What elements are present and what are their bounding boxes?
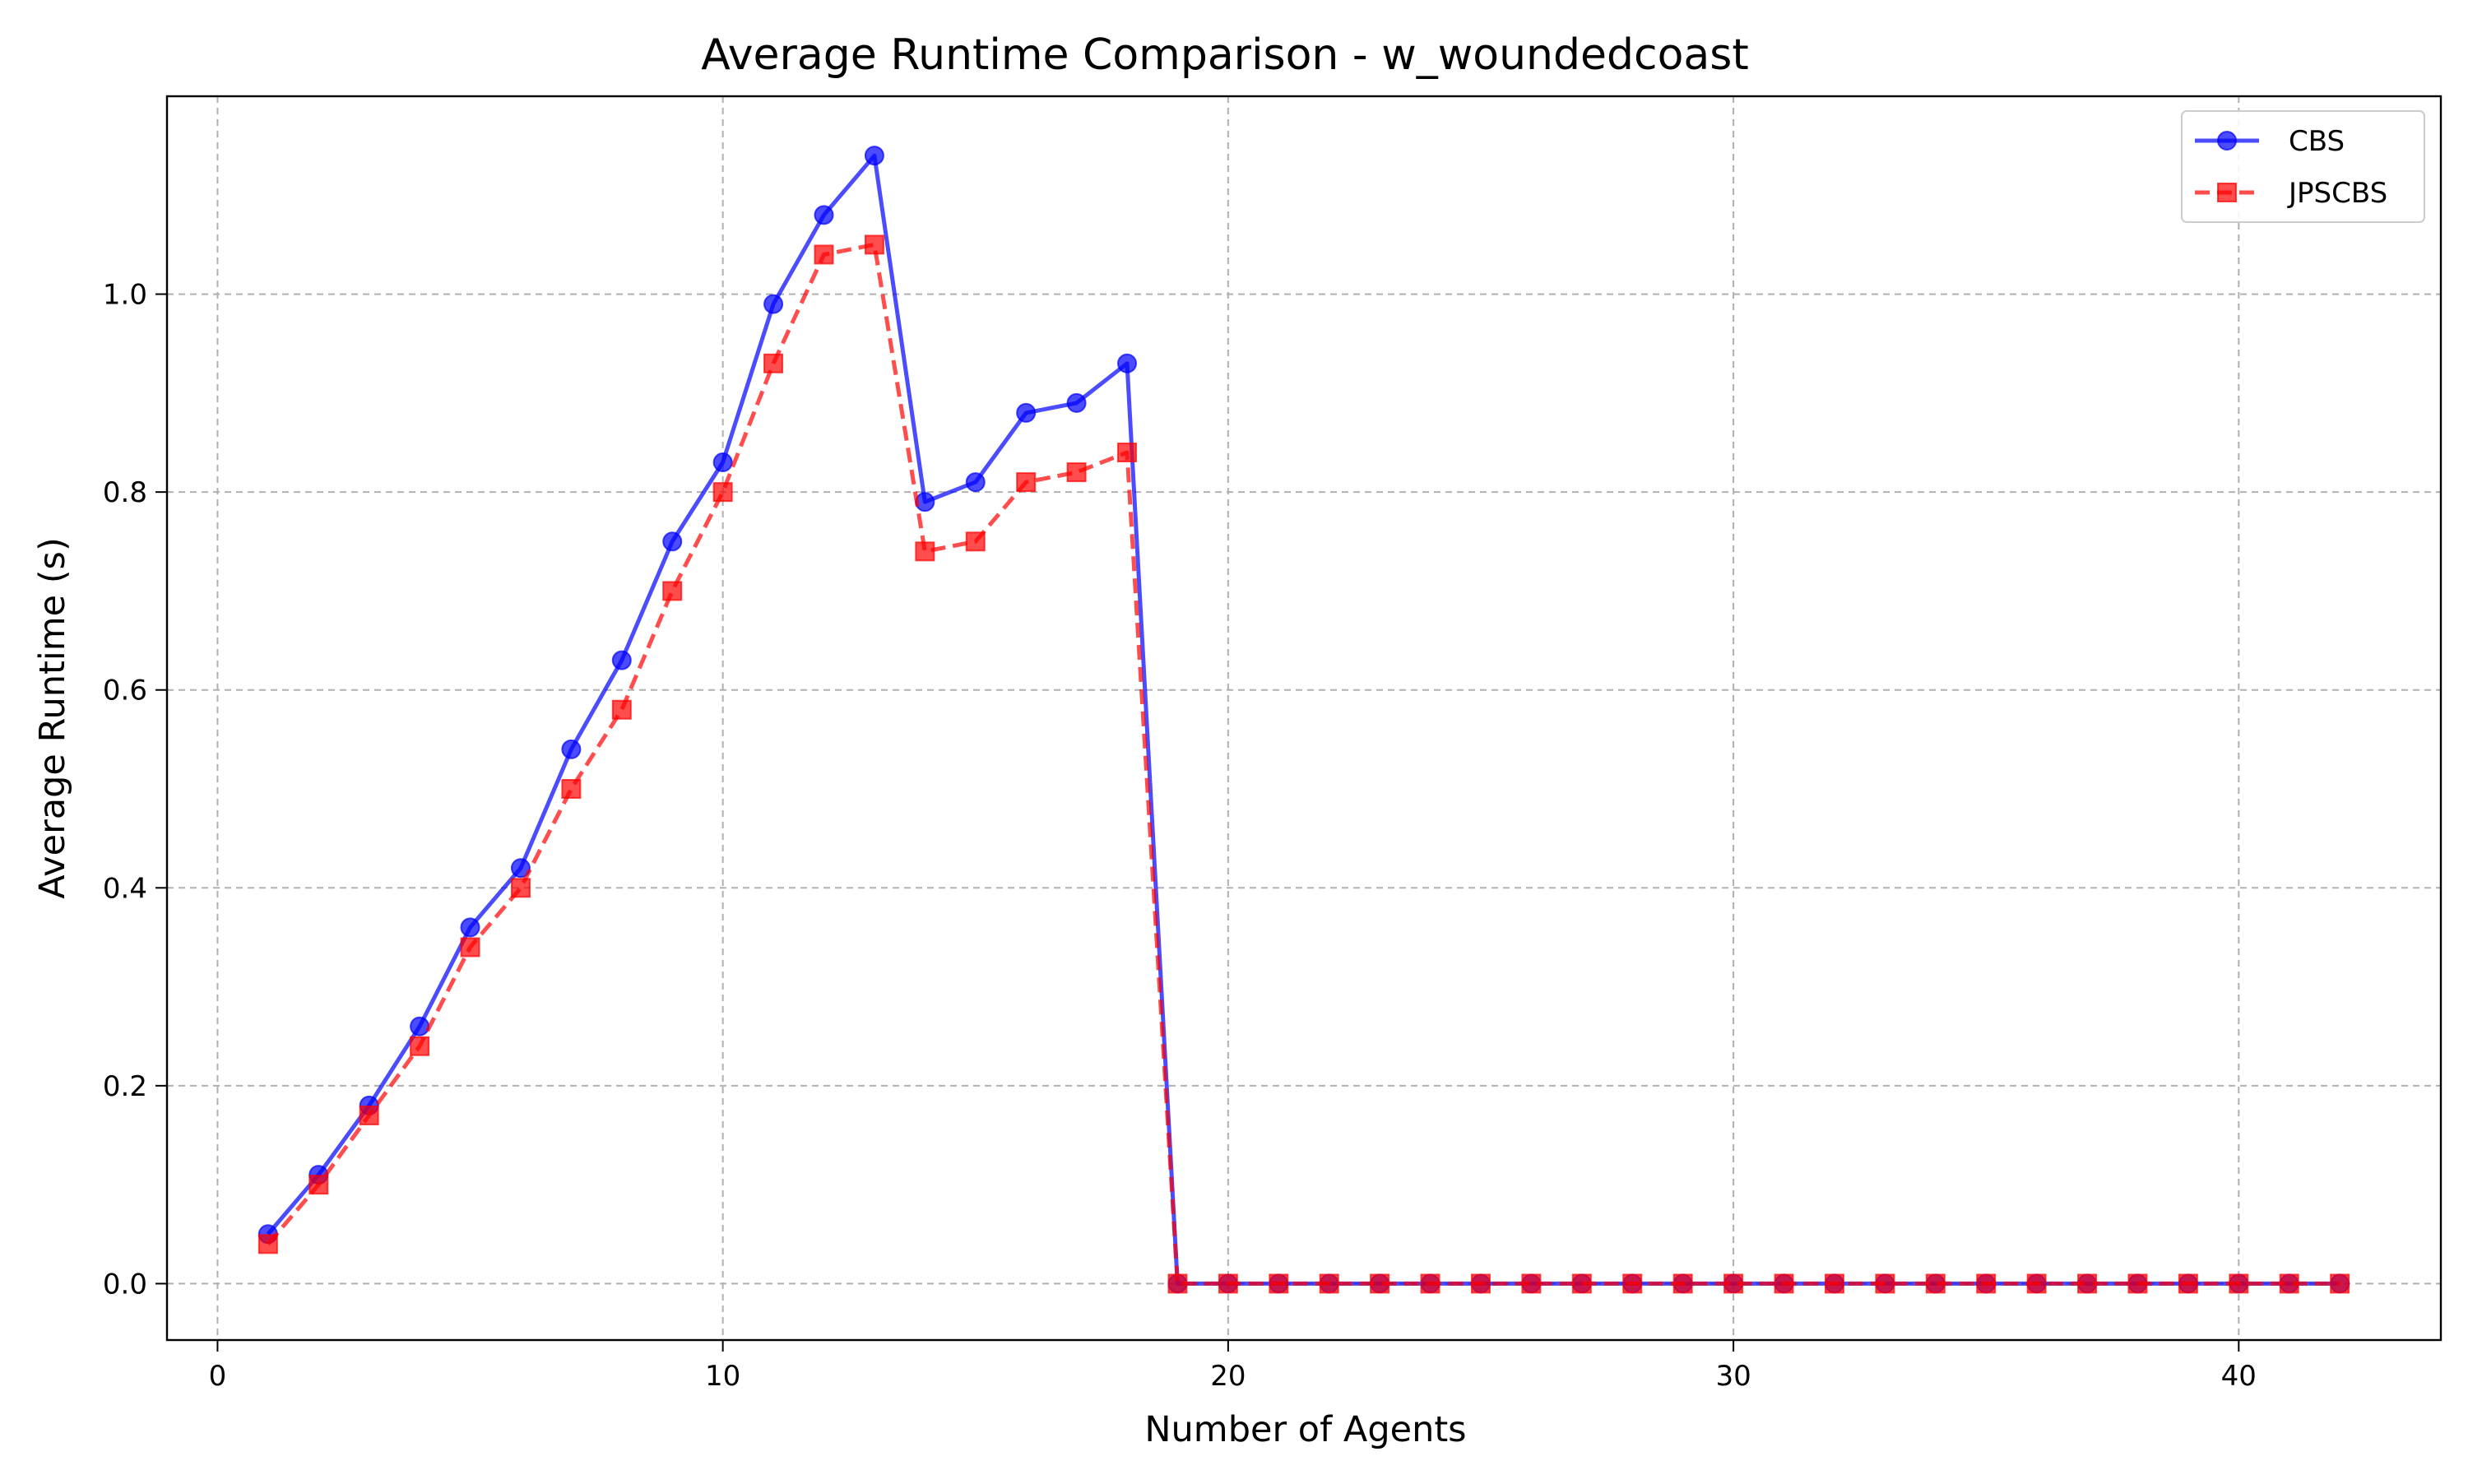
data-point — [2279, 1273, 2299, 1294]
series-layer — [257, 146, 2350, 1294]
data-point — [1875, 1273, 1895, 1294]
data-point — [2026, 1273, 2047, 1294]
y-tick-label: 1.0 — [103, 279, 147, 312]
data-point — [2229, 1273, 2249, 1294]
data-point — [611, 650, 632, 670]
data-point — [1774, 1273, 1794, 1294]
y-tick-label: 0.8 — [103, 476, 147, 509]
data-point — [460, 917, 480, 938]
data-point — [1167, 1273, 1188, 1294]
data-point — [359, 1105, 379, 1125]
data-point — [2178, 1273, 2198, 1294]
legend-swatch-cbs — [2195, 131, 2259, 151]
series-jpscbs — [257, 234, 2350, 1294]
x-tick-label: 30 — [1715, 1360, 1751, 1393]
data-point — [1672, 1273, 1693, 1294]
x-tick-label: 40 — [2221, 1360, 2257, 1393]
data-point — [763, 294, 784, 314]
data-point — [1066, 462, 1087, 483]
data-point — [1470, 1273, 1491, 1294]
data-point — [510, 858, 531, 879]
data-point — [308, 1175, 329, 1195]
data-point — [1420, 1273, 1440, 1294]
data-point — [2127, 1273, 2148, 1294]
data-point — [611, 699, 632, 720]
data-point — [712, 452, 733, 473]
data-point — [510, 878, 531, 898]
data-point — [1016, 472, 1037, 493]
x-tick-label: 10 — [705, 1360, 740, 1393]
data-point — [410, 1016, 430, 1036]
data-point — [864, 146, 884, 166]
y-tick-label: 0.0 — [103, 1268, 147, 1301]
data-point — [712, 482, 733, 503]
data-point — [965, 472, 986, 493]
data-point — [1622, 1273, 1643, 1294]
data-point — [2330, 1273, 2350, 1294]
data-point — [965, 531, 986, 552]
y-tick-label: 0.6 — [103, 675, 147, 707]
data-point — [460, 937, 480, 958]
x-axis-label: Number of Agents — [1144, 1409, 1466, 1450]
axis-ticks: 0 10 20 30 40 0.0 0.2 0.4 0.6 0.8 1.0 — [103, 279, 2257, 1393]
data-point — [1117, 443, 1138, 463]
data-point — [561, 779, 582, 800]
data-point — [1571, 1273, 1592, 1294]
data-point — [1521, 1273, 1542, 1294]
legend-swatch-jpscbs — [2195, 183, 2259, 202]
data-point — [561, 739, 582, 759]
data-point — [915, 541, 935, 562]
data-point — [1269, 1273, 1289, 1294]
x-tick-label: 0 — [209, 1360, 227, 1393]
data-point — [1723, 1273, 1744, 1294]
legend-label-cbs: CBS — [2289, 125, 2345, 158]
data-point — [662, 581, 683, 601]
legend: CBS JPSCBS — [2181, 110, 2425, 223]
chart-title: Average Runtime Comparison - w_woundedco… — [701, 30, 1749, 80]
data-point — [662, 531, 683, 552]
data-point — [1117, 353, 1138, 373]
data-point — [1370, 1273, 1390, 1294]
y-tick-label: 0.4 — [103, 872, 147, 905]
data-point — [1824, 1273, 1844, 1294]
y-tick-label: 0.2 — [103, 1070, 147, 1103]
data-point — [864, 234, 884, 255]
legend-label-jpscbs: JPSCBS — [2287, 177, 2387, 210]
data-point — [1925, 1273, 1946, 1294]
data-point — [1218, 1273, 1238, 1294]
data-point — [1016, 402, 1037, 423]
data-point — [2077, 1273, 2098, 1294]
data-point — [257, 1234, 278, 1254]
data-point — [1319, 1273, 1339, 1294]
data-point — [410, 1036, 430, 1056]
data-point — [1066, 392, 1087, 413]
data-point — [814, 244, 834, 265]
x-tick-label: 20 — [1210, 1360, 1246, 1393]
plot-area-frame — [165, 95, 2442, 1342]
y-axis-label: Average Runtime (s) — [32, 537, 73, 898]
data-point — [1976, 1273, 1997, 1294]
data-point — [814, 205, 834, 225]
data-point — [763, 353, 784, 373]
